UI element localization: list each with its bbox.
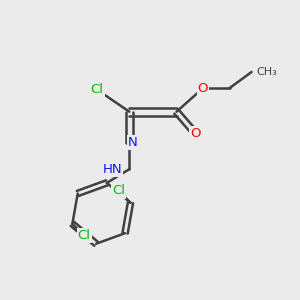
Text: HN: HN <box>102 163 122 176</box>
Text: CH₃: CH₃ <box>256 67 277 77</box>
Text: O: O <box>198 82 208 95</box>
Text: O: O <box>190 127 201 140</box>
Text: Cl: Cl <box>91 83 103 96</box>
Text: Cl: Cl <box>78 229 91 242</box>
Text: N: N <box>128 136 138 149</box>
Text: Cl: Cl <box>112 184 125 197</box>
